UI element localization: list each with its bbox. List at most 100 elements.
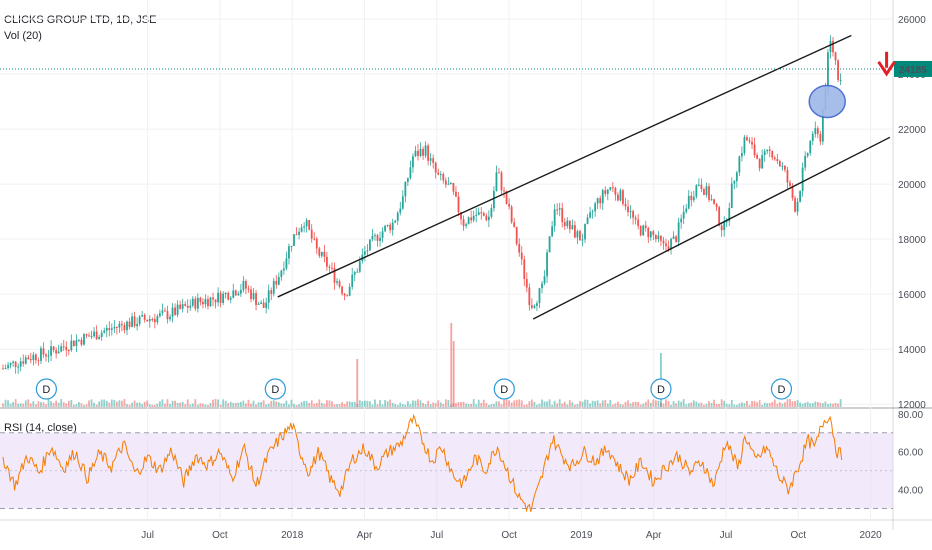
candle-body xyxy=(477,212,480,215)
volume-bar xyxy=(22,403,25,407)
candle-body xyxy=(753,144,756,156)
candle-body xyxy=(687,195,690,209)
candle-body xyxy=(599,198,602,204)
volume-bar xyxy=(657,400,660,407)
volume-bar xyxy=(169,404,171,407)
volume-bar xyxy=(619,404,622,407)
volume-bar xyxy=(34,404,37,407)
candle-body xyxy=(45,354,47,357)
candle-body xyxy=(467,217,470,225)
candle-body xyxy=(95,331,98,340)
candle-body xyxy=(667,246,670,250)
candle-body xyxy=(685,208,688,212)
volume-bar xyxy=(212,399,214,407)
candle-body xyxy=(341,286,343,294)
rsi-label: RSI (14, close) xyxy=(4,422,77,434)
candle-body xyxy=(320,251,323,256)
candle-body xyxy=(634,217,637,220)
candle-body xyxy=(733,181,736,184)
candle-body xyxy=(784,165,786,170)
volume-bar xyxy=(720,399,723,407)
candle-body xyxy=(462,219,465,226)
candle-body xyxy=(93,331,95,337)
candle-body xyxy=(9,362,12,365)
volume-bar xyxy=(781,403,784,407)
candle-body xyxy=(556,209,559,211)
volume-bar xyxy=(313,403,316,407)
candle-body xyxy=(662,240,665,244)
candle-body xyxy=(333,268,336,283)
current-price-label: 24185 xyxy=(899,65,927,76)
candle-body xyxy=(799,191,802,202)
candle-body xyxy=(202,301,204,305)
volume-bar xyxy=(42,402,45,407)
candle-body xyxy=(725,221,728,223)
volume-bar xyxy=(437,400,440,407)
candle-body xyxy=(538,288,541,304)
volume-bar xyxy=(90,399,93,407)
candle-body xyxy=(586,217,589,225)
candle-body xyxy=(804,155,807,168)
volume-bar xyxy=(275,401,278,407)
volume-bar xyxy=(556,403,559,407)
volume-bar xyxy=(518,399,521,407)
candle-body xyxy=(718,207,721,226)
volume-bar xyxy=(561,403,564,407)
volume-bar xyxy=(786,399,789,407)
candle-body xyxy=(697,184,700,186)
volume-bar xyxy=(32,401,35,407)
candle-body xyxy=(832,40,834,53)
candle-body xyxy=(591,211,594,213)
volume-bar xyxy=(409,403,412,407)
candle-body xyxy=(186,305,189,308)
candle-body xyxy=(614,188,617,195)
candle-body xyxy=(267,290,270,303)
volume-bar xyxy=(232,402,235,407)
candle-body xyxy=(353,272,356,275)
price-tick-label: 14000 xyxy=(898,345,926,356)
candle-body xyxy=(705,186,708,195)
candle-body xyxy=(189,305,192,308)
volume-bar xyxy=(414,400,417,407)
volume-bar xyxy=(751,400,753,407)
candle-body xyxy=(487,216,490,221)
candle-body xyxy=(472,215,475,221)
volume-bar xyxy=(553,400,556,407)
candle-body xyxy=(381,231,384,238)
candle-body xyxy=(29,359,32,361)
candle-body xyxy=(690,195,693,201)
volume-bar xyxy=(422,402,424,407)
candle-body xyxy=(305,220,308,227)
candle-body xyxy=(100,332,103,337)
candle-body xyxy=(778,161,781,167)
candle-body xyxy=(642,225,645,236)
candle-body xyxy=(80,339,83,345)
volume-bar xyxy=(725,403,728,407)
candle-body xyxy=(447,183,450,185)
volume-bar xyxy=(196,404,199,407)
candle-body xyxy=(412,156,414,168)
volume-bar xyxy=(647,399,650,407)
candle-body xyxy=(414,150,417,157)
volume-bar xyxy=(146,400,149,407)
candle-body xyxy=(277,277,280,285)
volume-bar xyxy=(70,400,73,407)
candle-body xyxy=(209,297,212,307)
candle-body xyxy=(427,145,430,161)
volume-bar xyxy=(4,399,7,407)
volume-bar xyxy=(465,403,467,407)
candle-body xyxy=(326,256,328,267)
volume-bar xyxy=(700,402,703,407)
volume-bar xyxy=(763,402,766,407)
volume-bar xyxy=(794,400,796,407)
volume-bar xyxy=(541,399,543,407)
candle-body xyxy=(827,52,829,89)
volume-bar xyxy=(804,402,807,407)
volume-bar xyxy=(667,401,670,407)
volume-bar xyxy=(257,402,260,407)
candle-body xyxy=(677,222,680,242)
volume-bar xyxy=(513,400,516,407)
candle-body xyxy=(639,226,642,236)
candle-body xyxy=(563,222,566,227)
